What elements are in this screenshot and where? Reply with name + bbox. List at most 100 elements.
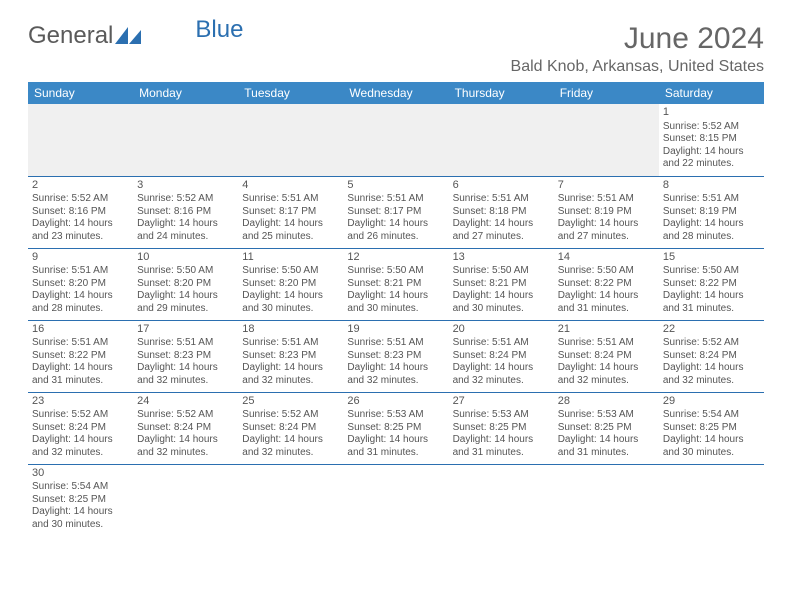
calendar-week: 1Sunrise: 5:52 AMSunset: 8:15 PMDaylight… [28, 104, 764, 176]
daylight-text: Daylight: 14 hours and 32 minutes. [242, 362, 339, 387]
calendar-cell: 7Sunrise: 5:51 AMSunset: 8:19 PMDaylight… [554, 176, 659, 248]
sunrise-text: Sunrise: 5:54 AM [663, 409, 760, 422]
day-header: Wednesday [343, 82, 448, 104]
day-number: 24 [137, 395, 234, 409]
day-number: 26 [347, 395, 444, 409]
sunset-text: Sunset: 8:24 PM [453, 350, 550, 363]
daylight-text: Daylight: 14 hours and 28 minutes. [32, 290, 129, 315]
title-block: June 2024 Bald Knob, Arkansas, United St… [511, 22, 764, 76]
calendar-week: 23Sunrise: 5:52 AMSunset: 8:24 PMDayligh… [28, 392, 764, 464]
sunrise-text: Sunrise: 5:51 AM [453, 193, 550, 206]
calendar-cell: 27Sunrise: 5:53 AMSunset: 8:25 PMDayligh… [449, 392, 554, 464]
sunrise-text: Sunrise: 5:53 AM [347, 409, 444, 422]
logo-text-1: General [28, 22, 113, 50]
daylight-text: Daylight: 14 hours and 27 minutes. [558, 218, 655, 243]
sunset-text: Sunset: 8:22 PM [558, 278, 655, 291]
day-number: 16 [32, 323, 129, 337]
sunset-text: Sunset: 8:16 PM [137, 206, 234, 219]
calendar-cell: 10Sunrise: 5:50 AMSunset: 8:20 PMDayligh… [133, 248, 238, 320]
sunrise-text: Sunrise: 5:52 AM [663, 121, 760, 134]
daylight-text: Daylight: 14 hours and 32 minutes. [242, 434, 339, 459]
calendar-cell: 20Sunrise: 5:51 AMSunset: 8:24 PMDayligh… [449, 320, 554, 392]
daylight-text: Daylight: 14 hours and 23 minutes. [32, 218, 129, 243]
sunset-text: Sunset: 8:19 PM [663, 206, 760, 219]
calendar-cell [133, 104, 238, 176]
calendar-cell: 5Sunrise: 5:51 AMSunset: 8:17 PMDaylight… [343, 176, 448, 248]
daylight-text: Daylight: 14 hours and 25 minutes. [242, 218, 339, 243]
sunset-text: Sunset: 8:23 PM [242, 350, 339, 363]
calendar-cell: 24Sunrise: 5:52 AMSunset: 8:24 PMDayligh… [133, 392, 238, 464]
sunrise-text: Sunrise: 5:51 AM [558, 193, 655, 206]
sunset-text: Sunset: 8:25 PM [32, 494, 129, 507]
day-number: 12 [347, 251, 444, 265]
sunset-text: Sunset: 8:21 PM [453, 278, 550, 291]
calendar-cell [133, 464, 238, 536]
calendar-cell: 3Sunrise: 5:52 AMSunset: 8:16 PMDaylight… [133, 176, 238, 248]
sunrise-text: Sunrise: 5:51 AM [32, 265, 129, 278]
day-number: 9 [32, 251, 129, 265]
sunset-text: Sunset: 8:17 PM [347, 206, 444, 219]
sunrise-text: Sunrise: 5:51 AM [453, 337, 550, 350]
sunrise-text: Sunrise: 5:51 AM [347, 193, 444, 206]
sunset-text: Sunset: 8:22 PM [32, 350, 129, 363]
sunrise-text: Sunrise: 5:52 AM [137, 409, 234, 422]
day-number: 15 [663, 251, 760, 265]
day-number: 22 [663, 323, 760, 337]
sunrise-text: Sunrise: 5:52 AM [137, 193, 234, 206]
day-number: 3 [137, 179, 234, 193]
calendar-cell: 16Sunrise: 5:51 AMSunset: 8:22 PMDayligh… [28, 320, 133, 392]
sunrise-text: Sunrise: 5:50 AM [137, 265, 234, 278]
day-header: Sunday [28, 82, 133, 104]
daylight-text: Daylight: 14 hours and 31 minutes. [453, 434, 550, 459]
day-number: 14 [558, 251, 655, 265]
day-number: 10 [137, 251, 234, 265]
daylight-text: Daylight: 14 hours and 32 minutes. [558, 362, 655, 387]
daylight-text: Daylight: 14 hours and 26 minutes. [347, 218, 444, 243]
sunrise-text: Sunrise: 5:52 AM [32, 409, 129, 422]
sunrise-text: Sunrise: 5:51 AM [242, 193, 339, 206]
sunset-text: Sunset: 8:20 PM [137, 278, 234, 291]
sunrise-text: Sunrise: 5:50 AM [347, 265, 444, 278]
sunset-text: Sunset: 8:24 PM [558, 350, 655, 363]
calendar-week: 30Sunrise: 5:54 AMSunset: 8:25 PMDayligh… [28, 464, 764, 536]
sunset-text: Sunset: 8:25 PM [453, 422, 550, 435]
logo-text-2: Blue [195, 16, 243, 44]
daylight-text: Daylight: 14 hours and 32 minutes. [137, 362, 234, 387]
calendar-cell: 18Sunrise: 5:51 AMSunset: 8:23 PMDayligh… [238, 320, 343, 392]
sunset-text: Sunset: 8:24 PM [32, 422, 129, 435]
day-header: Tuesday [238, 82, 343, 104]
calendar-cell [238, 104, 343, 176]
day-number: 2 [32, 179, 129, 193]
calendar-cell [554, 104, 659, 176]
calendar-cell: 25Sunrise: 5:52 AMSunset: 8:24 PMDayligh… [238, 392, 343, 464]
day-number: 5 [347, 179, 444, 193]
logo-sail-icon [115, 27, 141, 45]
calendar-cell: 22Sunrise: 5:52 AMSunset: 8:24 PMDayligh… [659, 320, 764, 392]
day-number: 6 [453, 179, 550, 193]
calendar-cell [28, 104, 133, 176]
logo: General Blue [28, 22, 243, 50]
sunrise-text: Sunrise: 5:51 AM [32, 337, 129, 350]
sunrise-text: Sunrise: 5:51 AM [347, 337, 444, 350]
sunset-text: Sunset: 8:24 PM [663, 350, 760, 363]
daylight-text: Daylight: 14 hours and 32 minutes. [32, 434, 129, 459]
daylight-text: Daylight: 14 hours and 30 minutes. [242, 290, 339, 315]
sunrise-text: Sunrise: 5:50 AM [242, 265, 339, 278]
calendar-cell: 30Sunrise: 5:54 AMSunset: 8:25 PMDayligh… [28, 464, 133, 536]
calendar-cell [659, 464, 764, 536]
calendar-cell [449, 104, 554, 176]
sunset-text: Sunset: 8:25 PM [663, 422, 760, 435]
calendar-cell: 13Sunrise: 5:50 AMSunset: 8:21 PMDayligh… [449, 248, 554, 320]
daylight-text: Daylight: 14 hours and 30 minutes. [347, 290, 444, 315]
day-number: 30 [32, 467, 129, 481]
day-number: 7 [558, 179, 655, 193]
sunrise-text: Sunrise: 5:50 AM [453, 265, 550, 278]
calendar-cell: 14Sunrise: 5:50 AMSunset: 8:22 PMDayligh… [554, 248, 659, 320]
sunrise-text: Sunrise: 5:51 AM [242, 337, 339, 350]
sunrise-text: Sunrise: 5:51 AM [558, 337, 655, 350]
day-number: 25 [242, 395, 339, 409]
day-number: 4 [242, 179, 339, 193]
calendar-cell: 19Sunrise: 5:51 AMSunset: 8:23 PMDayligh… [343, 320, 448, 392]
daylight-text: Daylight: 14 hours and 31 minutes. [558, 434, 655, 459]
day-number: 29 [663, 395, 760, 409]
